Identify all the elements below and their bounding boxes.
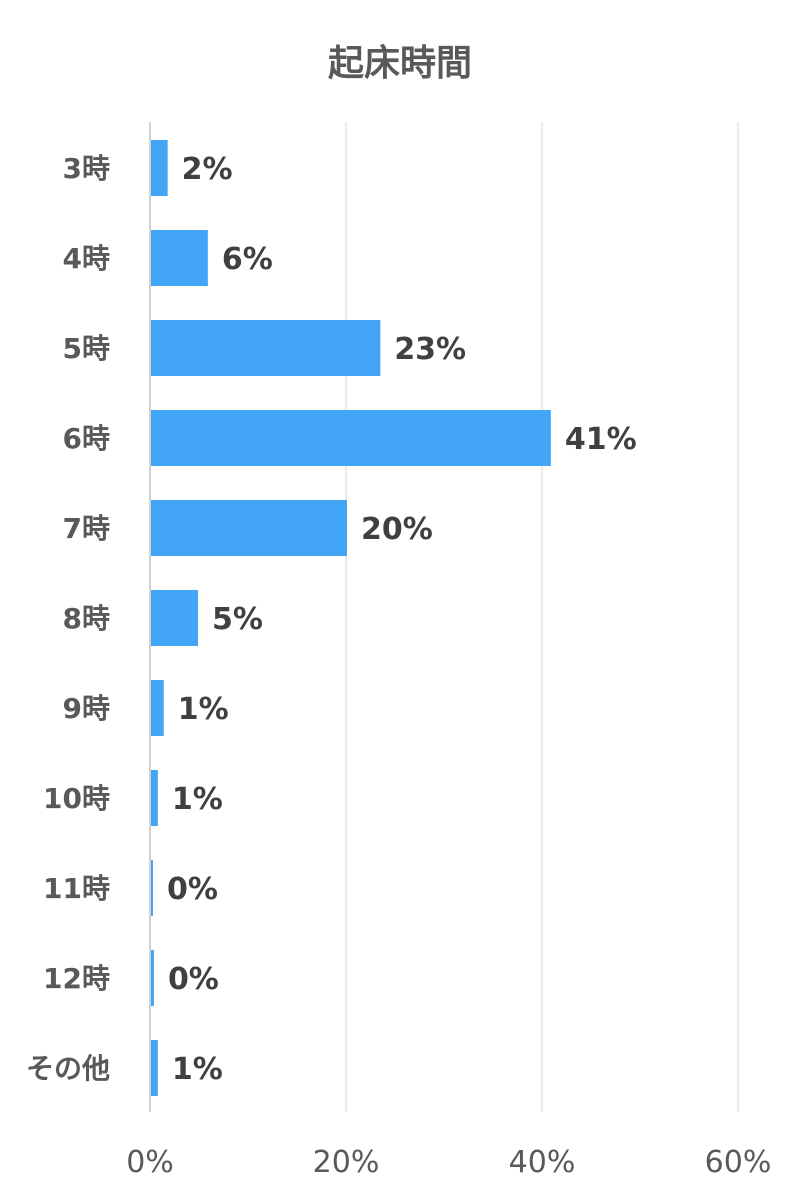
x-tick-label: 60% <box>705 1145 772 1180</box>
x-tick-label: 40% <box>509 1145 576 1180</box>
x-tick-label: 20% <box>313 1145 380 1180</box>
data-label: 5% <box>212 602 263 637</box>
data-label: 1% <box>172 1052 223 1087</box>
data-label: 2% <box>182 152 233 187</box>
gridlines <box>149 122 739 1112</box>
bar <box>151 230 208 286</box>
category-label: 8時 <box>63 602 110 635</box>
category-label: 7時 <box>63 512 110 545</box>
chart-title: 起床時間 <box>328 43 472 84</box>
category-label: 6時 <box>63 422 110 455</box>
category-label: 4時 <box>63 242 110 275</box>
bar <box>151 860 153 916</box>
bar <box>151 590 199 646</box>
bar <box>151 680 164 736</box>
bar <box>151 770 158 826</box>
bar <box>151 410 551 466</box>
data-label: 0% <box>168 962 219 997</box>
category-label: 10時 <box>43 782 110 815</box>
category-label: 12時 <box>43 962 110 995</box>
bar <box>151 1040 158 1096</box>
data-label: 41% <box>565 422 637 457</box>
bar <box>151 500 347 556</box>
bar <box>151 320 381 376</box>
data-labels: 2% 6% 23% 41% 20% 5% 1% 1% 0% 0% 1% <box>167 152 637 1087</box>
data-label: 20% <box>361 512 433 547</box>
data-label: 1% <box>172 782 223 817</box>
data-label: 1% <box>178 692 229 727</box>
data-label: 23% <box>394 332 466 367</box>
bar <box>151 950 154 1006</box>
category-label: 3時 <box>63 152 110 185</box>
data-label: 0% <box>167 872 218 907</box>
bars <box>151 140 551 1096</box>
category-label: 5時 <box>63 332 110 365</box>
category-label: その他 <box>26 1052 110 1085</box>
x-tick-label: 0% <box>126 1145 174 1180</box>
bar <box>151 140 168 196</box>
category-label: 9時 <box>63 692 110 725</box>
data-label: 6% <box>222 242 273 277</box>
x-axis-ticks: 0% 20% 40% 60% <box>126 1145 771 1180</box>
category-label: 11時 <box>43 872 110 905</box>
